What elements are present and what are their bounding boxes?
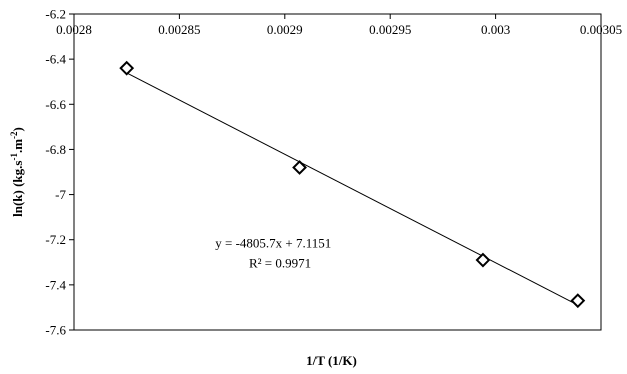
y-axis-title-part: ) [10, 127, 25, 131]
x-tick-label: 0.00285 [158, 22, 200, 37]
x-axis: 0.0028 0.00285 0.0029 0.00295 0.003 0.00305 [56, 14, 622, 37]
x-tick-label: 0.0029 [267, 22, 303, 37]
trendline [126, 72, 579, 306]
y-tick-label: -7.2 [45, 232, 66, 247]
plot-area [73, 13, 602, 331]
data-points [119, 60, 586, 309]
x-axis-title: 1/T (1/K) [306, 353, 357, 368]
y-tick-label: -6.4 [45, 52, 66, 67]
y-tick-label: -7.6 [45, 323, 66, 338]
data-point [570, 293, 586, 309]
y-axis: -6.2 -6.4 -6.6 -6.8 -7 -7.2 -7.4 -7.6 [45, 7, 74, 338]
y-axis-title-part: .m [10, 139, 25, 153]
y-tick-label: -6.6 [45, 97, 66, 112]
data-point [292, 160, 307, 175]
x-tick-label: 0.00295 [369, 22, 411, 37]
y-tick-label: -6.2 [45, 7, 66, 22]
x-tick-label: 0.00305 [580, 22, 622, 37]
r-squared-label: R² = 0.9971 [249, 255, 311, 270]
data-point [119, 60, 135, 76]
y-tick-label: -7 [55, 187, 66, 202]
data-point [475, 252, 491, 268]
y-tick-label: -7.4 [45, 277, 66, 292]
y-axis-title-superscript: -1 [9, 153, 19, 161]
trendline-equation: y = -4805.7x + 7.1151 [215, 236, 331, 251]
y-tick-label: -6.8 [45, 142, 66, 157]
y-axis-title-part: ln(k) (kg.s [10, 161, 25, 217]
y-axis-title: ln(k) (kg.s-1.m-2) [9, 127, 25, 217]
x-tick-label: 0.0028 [56, 22, 92, 37]
x-tick-label: 0.003 [481, 22, 510, 37]
y-axis-title-superscript: -2 [9, 131, 19, 139]
